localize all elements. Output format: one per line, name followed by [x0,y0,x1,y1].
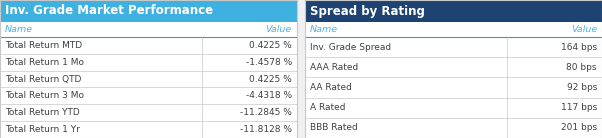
Text: Total Return 3 Mo: Total Return 3 Mo [5,91,84,100]
Text: Total Return 1 Yr: Total Return 1 Yr [5,125,80,134]
Text: 164 bps: 164 bps [561,43,597,52]
Bar [0,22,297,37]
Bar [305,0,602,138]
Bar [0,0,297,138]
Text: Spread by Rating: Spread by Rating [310,5,425,18]
Text: AAA Rated: AAA Rated [310,63,358,72]
Bar [305,0,602,138]
Bar [305,0,602,22]
Text: 92 bps: 92 bps [566,83,597,92]
Text: 117 bps: 117 bps [560,103,597,112]
Text: BBB Rated: BBB Rated [310,123,358,132]
Text: -11.8128 %: -11.8128 % [240,125,292,134]
Text: Inv. Grade Market Performance: Inv. Grade Market Performance [5,5,213,18]
Text: Name: Name [5,25,33,34]
Text: Total Return QTD: Total Return QTD [5,75,81,84]
Text: 80 bps: 80 bps [566,63,597,72]
Text: 0.4225 %: 0.4225 % [249,75,292,84]
Text: -1.4578 %: -1.4578 % [246,58,292,67]
Bar [305,22,602,37]
Text: -11.2845 %: -11.2845 % [240,108,292,117]
Bar [0,0,297,22]
Text: AA Rated: AA Rated [310,83,352,92]
Text: Total Return 1 Mo: Total Return 1 Mo [5,58,84,67]
Bar [0,0,297,138]
Text: -4.4318 %: -4.4318 % [246,91,292,100]
Text: Value: Value [571,25,597,34]
Text: Value: Value [265,25,292,34]
Text: Inv. Grade Spread: Inv. Grade Spread [310,43,391,52]
Text: A Rated: A Rated [310,103,346,112]
Text: 201 bps: 201 bps [561,123,597,132]
Text: Name: Name [310,25,338,34]
Text: Total Return MTD: Total Return MTD [5,41,82,50]
Text: Total Return YTD: Total Return YTD [5,108,79,117]
Text: 0.4225 %: 0.4225 % [249,41,292,50]
